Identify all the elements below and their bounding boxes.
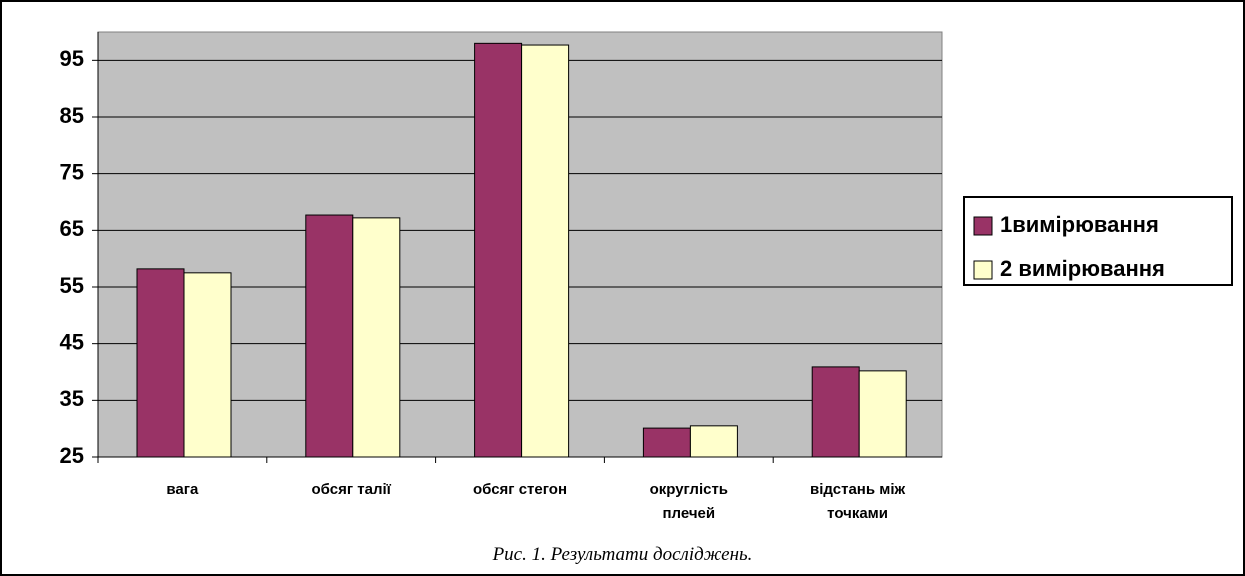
legend-swatch: [973, 216, 993, 236]
legend-swatch: [973, 260, 993, 280]
bar: [689, 425, 738, 458]
y-tick-label: 65: [60, 216, 84, 241]
y-tick-label: 35: [60, 386, 84, 411]
legend-label: 1вимірювання: [1000, 212, 1159, 237]
x-tick-label: відстань між точками: [810, 481, 906, 522]
bar: [352, 217, 401, 458]
y-tick-label: 75: [60, 159, 84, 184]
x-tick-label: обсяг талії: [311, 481, 391, 498]
legend-label: 2 вимірювання: [1000, 256, 1165, 281]
y-tick-label: 25: [60, 443, 84, 468]
x-tick-label: округлість плечей: [649, 481, 729, 522]
bar: [474, 42, 523, 458]
bar: [183, 272, 232, 458]
bar: [811, 366, 860, 458]
y-tick-label: 45: [60, 329, 84, 354]
bar: [858, 370, 907, 458]
x-tick-label: обсяг стегон: [472, 481, 568, 498]
bar: [305, 214, 354, 458]
x-tick-label: вага: [166, 481, 199, 498]
legend-box: [963, 196, 1233, 286]
y-tick-label: 95: [60, 46, 84, 71]
bar: [136, 268, 185, 458]
bar: [642, 427, 691, 458]
y-tick-label: 85: [60, 103, 84, 128]
y-tick-label: 55: [60, 273, 84, 298]
caption: Рис. 1. Результати досліджень.: [492, 544, 753, 565]
bar: [521, 44, 570, 458]
